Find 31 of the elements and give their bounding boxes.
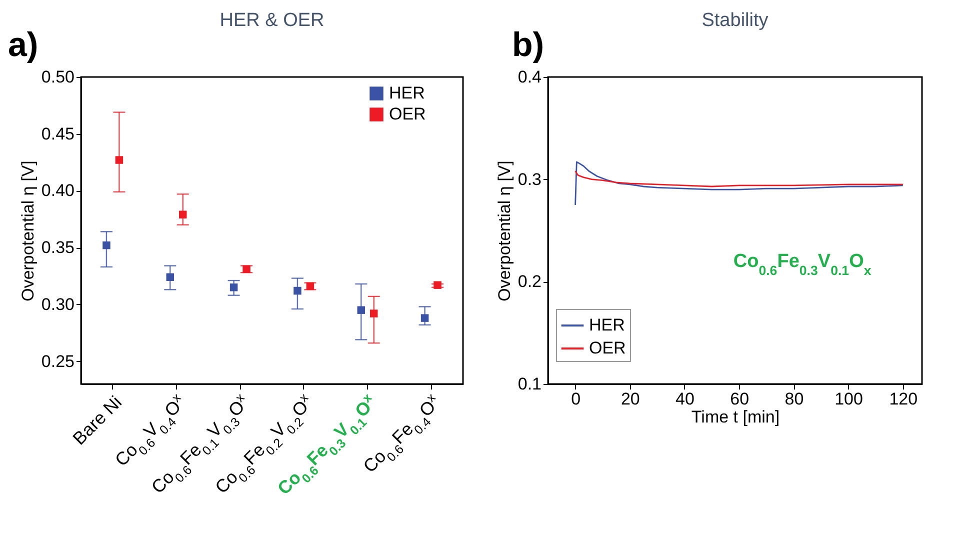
legend-label: HER [389, 84, 425, 102]
y-tick-label: 0.40 [41, 181, 74, 200]
y-tick-label: 0.3 [518, 170, 542, 189]
y-tick-label: 0.35 [41, 238, 74, 258]
y-tick-label: 0.30 [41, 294, 74, 314]
y-tick-label: 0.2 [518, 272, 542, 292]
y-axis-title: Overpotential η [V] [18, 160, 38, 302]
y-tick-label: 0.50 [41, 68, 74, 86]
x-tick-label: 0 [571, 390, 581, 408]
x-tick-label: 80 [784, 390, 804, 408]
y-axis-title: Overpotential η [V] [494, 160, 514, 302]
x-tick-label: 120 [889, 390, 918, 408]
line-series [574, 161, 904, 206]
y-tick-label: 0.45 [41, 124, 74, 144]
legend-label: OER [389, 104, 426, 124]
text: b) [512, 26, 544, 65]
annotation: Co$_{0.6}$Fe$_{0.3}$V$_{0.1}$O$_{x}$ [733, 251, 872, 278]
y-tick-label: 0.25 [41, 352, 74, 371]
legend-label: HER [589, 316, 625, 334]
line-series [574, 170, 904, 188]
text: a) [8, 26, 38, 65]
x-tick-label: 20 [620, 390, 640, 408]
y-tick-label: 0.1 [518, 374, 542, 394]
x-axis-title: Time t [min] [691, 408, 780, 426]
legend-label: OER [589, 338, 626, 358]
x-tick-label: 40 [676, 390, 694, 408]
x-tick-label: 60 [730, 390, 750, 408]
chart-title: HER & OER [220, 10, 324, 31]
x-tick-label: 100 [834, 390, 863, 408]
chart-title: Stability [702, 10, 769, 31]
y-tick-label: 0.4 [518, 68, 542, 86]
